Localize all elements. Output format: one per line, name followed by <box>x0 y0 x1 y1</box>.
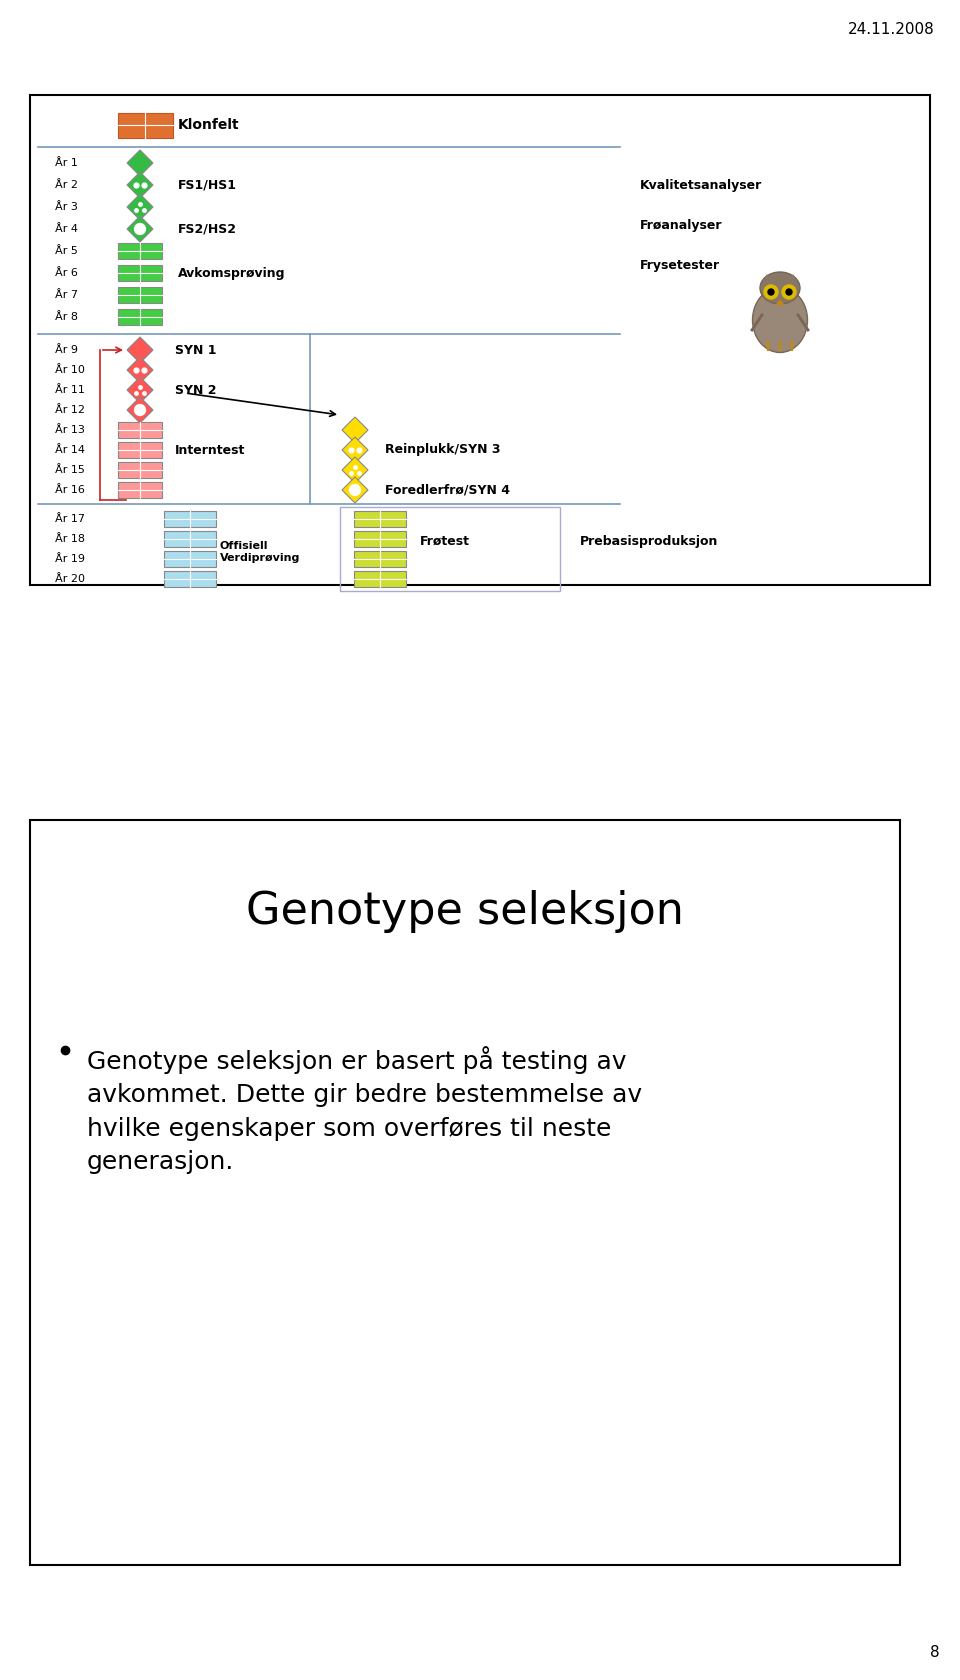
Polygon shape <box>127 150 153 176</box>
Bar <box>118 482 162 497</box>
Circle shape <box>134 223 146 235</box>
Bar <box>354 511 406 528</box>
Text: SYN 2: SYN 2 <box>175 383 217 396</box>
Polygon shape <box>775 301 785 306</box>
Bar <box>164 571 216 586</box>
Text: FS2/HS2: FS2/HS2 <box>178 222 237 235</box>
Bar <box>118 442 162 459</box>
Polygon shape <box>127 217 153 242</box>
Text: Frysetester: Frysetester <box>640 259 720 272</box>
Circle shape <box>764 286 778 299</box>
Bar <box>340 507 560 591</box>
Text: 24.11.2008: 24.11.2008 <box>849 22 935 37</box>
Polygon shape <box>342 417 368 444</box>
Text: År 15: År 15 <box>55 465 84 475</box>
Text: År 1: År 1 <box>55 158 78 168</box>
Bar <box>30 820 900 1566</box>
Text: År 16: År 16 <box>55 486 84 496</box>
Text: År 4: År 4 <box>55 223 78 234</box>
Text: Foredlerfrø/SYN 4: Foredlerfrø/SYN 4 <box>385 484 510 497</box>
Text: År 3: År 3 <box>55 202 78 212</box>
Ellipse shape <box>753 287 807 353</box>
Bar <box>354 551 406 566</box>
Text: Genotype seleksjon er basert på testing av
avkommet. Dette gir bedre bestemmelse: Genotype seleksjon er basert på testing … <box>87 1047 642 1174</box>
Circle shape <box>768 289 774 296</box>
Text: Avkomsprøving: Avkomsprøving <box>178 267 285 279</box>
Polygon shape <box>127 338 153 363</box>
Circle shape <box>782 286 796 299</box>
Polygon shape <box>788 274 798 282</box>
Text: År 9: År 9 <box>55 344 78 354</box>
Bar <box>164 511 216 528</box>
Text: Genotype seleksjon: Genotype seleksjon <box>246 890 684 932</box>
Bar <box>354 571 406 586</box>
Bar <box>118 287 162 302</box>
Bar <box>117 113 173 138</box>
Circle shape <box>786 289 792 296</box>
Circle shape <box>349 484 360 496</box>
Circle shape <box>134 405 146 415</box>
Text: Reinplukk/SYN 3: Reinplukk/SYN 3 <box>385 444 500 457</box>
Text: År 10: År 10 <box>55 365 84 375</box>
Text: År 14: År 14 <box>55 445 85 455</box>
Text: År 7: År 7 <box>55 291 78 301</box>
Text: Interntest: Interntest <box>175 444 246 457</box>
Text: Kvalitetsanalyser: Kvalitetsanalyser <box>640 178 762 192</box>
Text: SYN 1: SYN 1 <box>175 343 217 356</box>
Text: År 8: År 8 <box>55 312 78 323</box>
Text: År 5: År 5 <box>55 245 78 255</box>
Bar <box>118 462 162 479</box>
Polygon shape <box>127 356 153 383</box>
Text: År 13: År 13 <box>55 425 84 435</box>
Bar <box>118 244 162 259</box>
Bar <box>164 551 216 566</box>
Polygon shape <box>127 396 153 423</box>
Text: År 19: År 19 <box>55 554 85 564</box>
Bar <box>118 265 162 281</box>
Polygon shape <box>342 477 368 502</box>
Bar <box>354 531 406 548</box>
Text: FS1/HS1: FS1/HS1 <box>178 178 237 192</box>
Text: Frøanalyser: Frøanalyser <box>640 218 723 232</box>
Text: År 6: År 6 <box>55 269 78 277</box>
Text: År 20: År 20 <box>55 575 85 585</box>
Polygon shape <box>342 457 368 484</box>
Polygon shape <box>127 193 153 220</box>
Text: 8: 8 <box>930 1645 940 1660</box>
Text: År 11: År 11 <box>55 385 84 395</box>
Text: Offisiell
Verdiprøving: Offisiell Verdiprøving <box>220 541 300 563</box>
Bar <box>118 422 162 438</box>
Text: Frøtest: Frøtest <box>420 534 470 548</box>
Polygon shape <box>127 171 153 198</box>
Bar <box>164 531 216 548</box>
Ellipse shape <box>760 272 800 304</box>
Text: År 18: År 18 <box>55 534 85 544</box>
Text: År 2: År 2 <box>55 180 78 190</box>
Text: År 12: År 12 <box>55 405 85 415</box>
Polygon shape <box>127 376 153 403</box>
Text: År 17: År 17 <box>55 514 85 524</box>
Polygon shape <box>762 274 772 282</box>
Polygon shape <box>342 437 368 464</box>
Bar <box>118 309 162 324</box>
Bar <box>30 96 930 585</box>
Text: Prebasisproduksjon: Prebasisproduksjon <box>580 534 718 548</box>
Text: Klonfelt: Klonfelt <box>178 118 240 133</box>
